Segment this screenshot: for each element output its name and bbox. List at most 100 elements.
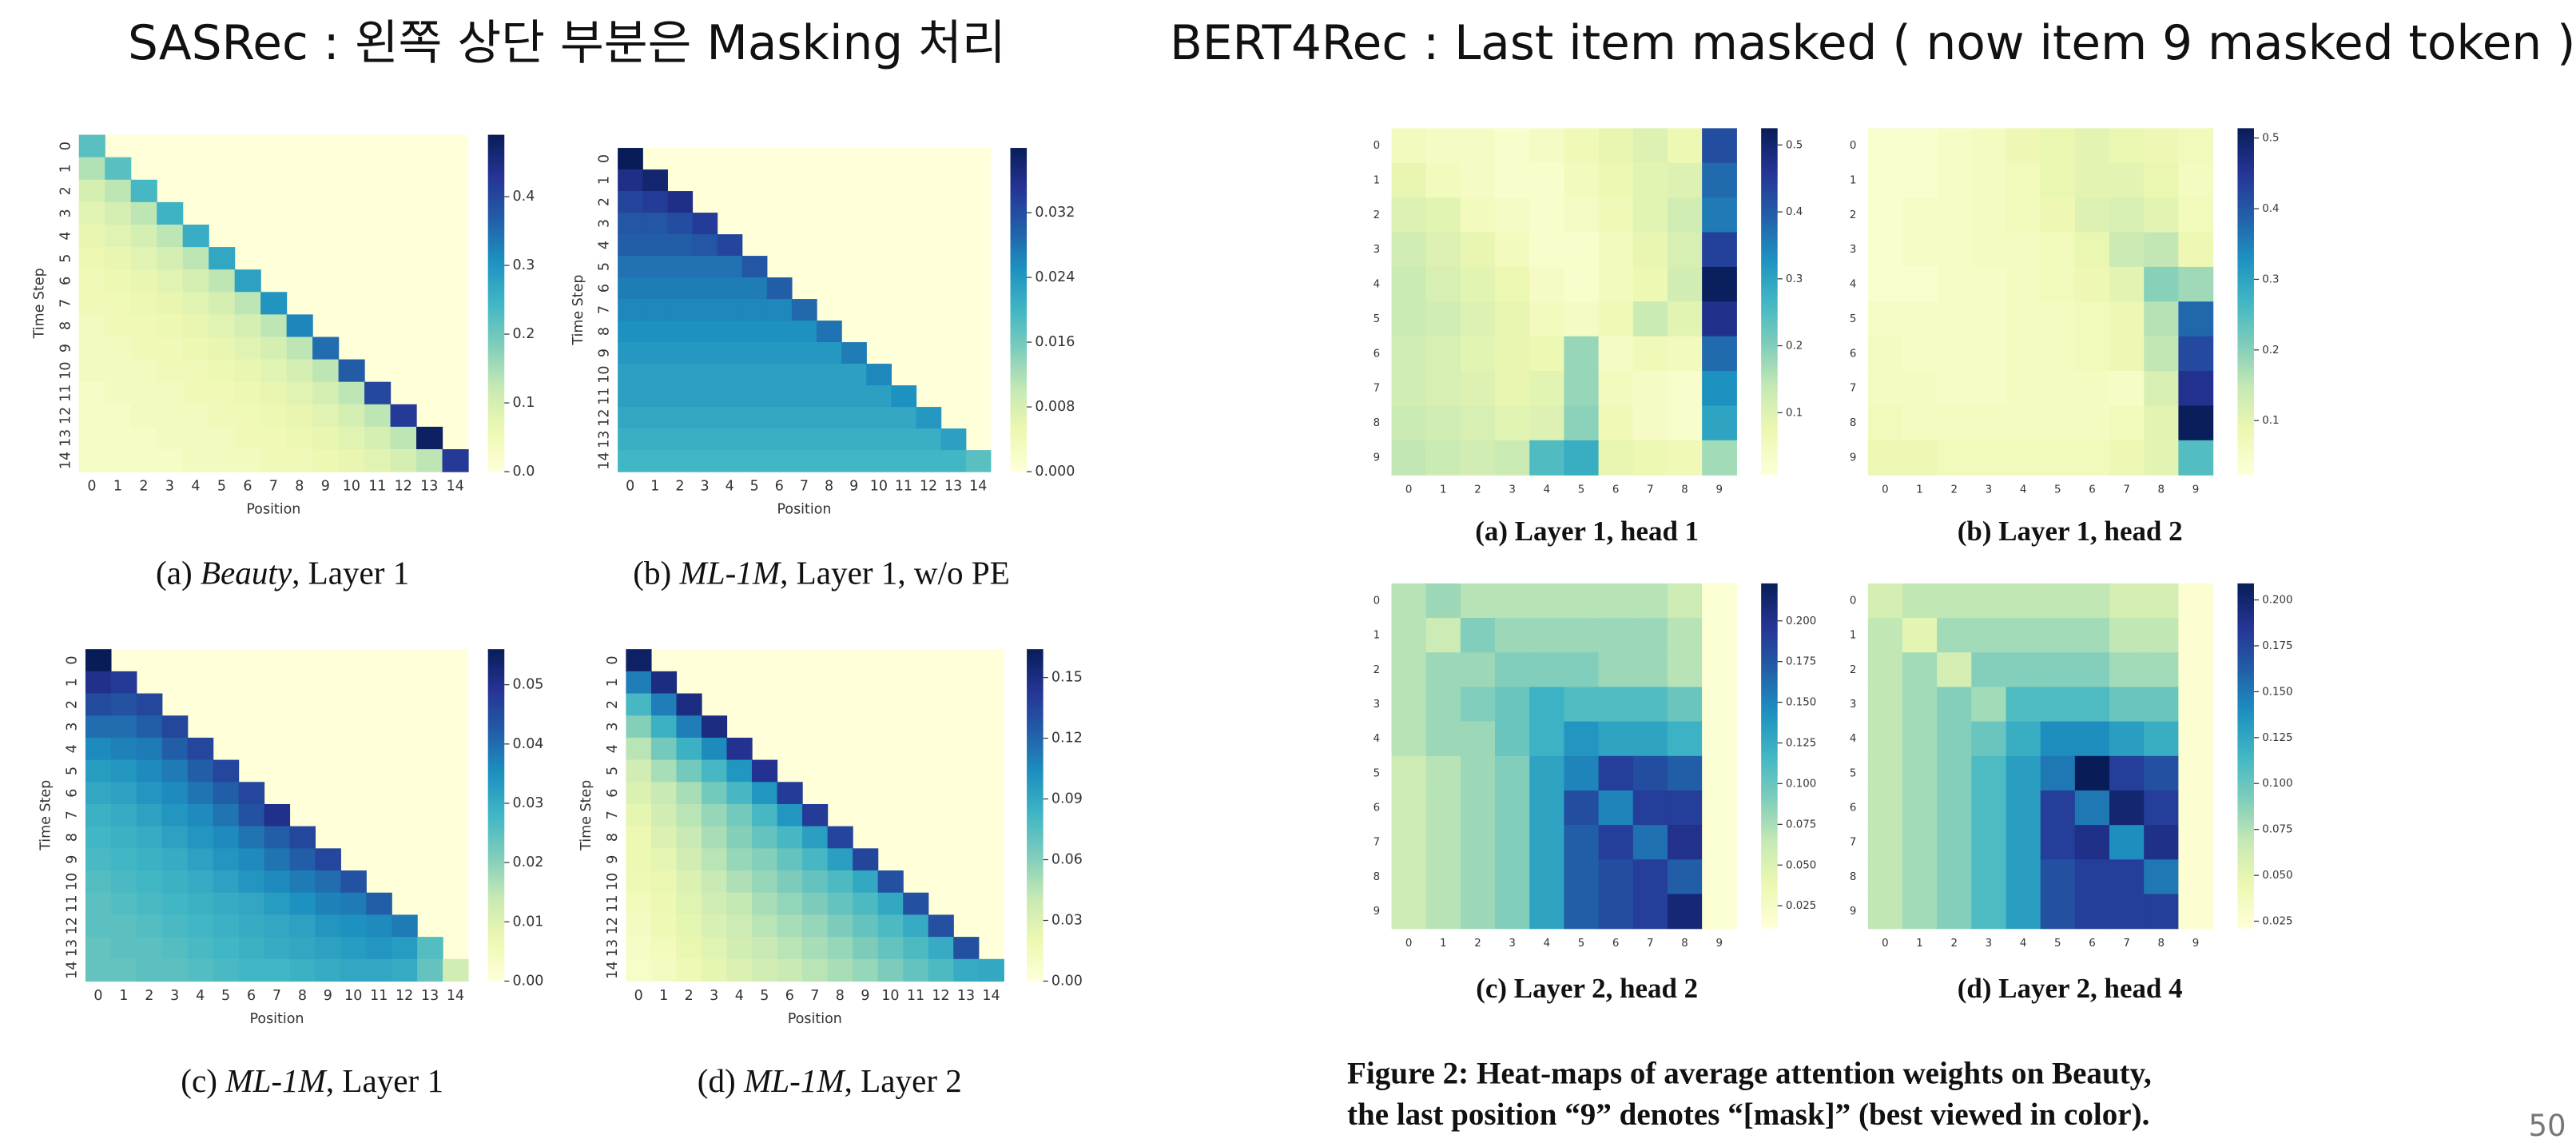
heat-cell — [1667, 371, 1703, 407]
heat-cell — [2144, 755, 2180, 791]
heat-cell — [1495, 162, 1530, 198]
x-tick-label: 2 — [685, 988, 694, 1004]
y-tick-label: 7 — [605, 810, 621, 819]
heat-cell — [390, 404, 417, 428]
heat-cell — [626, 649, 652, 672]
heat-cell — [136, 782, 163, 805]
heat-cell — [1632, 652, 1668, 688]
heat-cell — [877, 892, 904, 916]
heat-cell — [827, 826, 853, 849]
heat-cell — [182, 314, 209, 338]
heat-cell — [130, 404, 157, 428]
heat-cell — [667, 256, 694, 278]
heat-cell — [315, 958, 341, 982]
heat-cell — [777, 782, 803, 805]
heat-cell — [650, 914, 678, 938]
heat-cell — [2040, 197, 2076, 233]
heat-cell — [130, 337, 157, 360]
heat-cell — [717, 277, 743, 300]
heat-cell — [289, 826, 316, 849]
colorbar — [1027, 649, 1044, 982]
x-tick-label: 8 — [825, 479, 833, 495]
heat-cell — [1632, 232, 1668, 268]
heat-cell — [2109, 755, 2145, 791]
heat-cell — [2006, 583, 2041, 619]
heat-cell — [1971, 405, 2007, 441]
heat-cell — [157, 381, 184, 405]
colorbar-tick-label: 0.200 — [1786, 615, 1816, 627]
x-tick-label: 14 — [982, 988, 1000, 1004]
caption: (b) Layer 1, head 2 — [1958, 516, 2183, 547]
heat-cell — [1667, 687, 1703, 723]
heat-cell — [2109, 440, 2145, 476]
heat-cell — [1495, 232, 1530, 268]
x-tick-label: 8 — [1681, 938, 1688, 950]
heat-cell — [260, 337, 288, 360]
heat-cell — [2178, 162, 2214, 198]
x-tick-label: 2 — [1950, 484, 1958, 496]
heat-cell — [626, 958, 652, 982]
heat-cell — [626, 693, 652, 716]
heat-cell — [741, 256, 768, 278]
heat-cell — [2178, 859, 2214, 895]
heat-cell — [2144, 618, 2180, 653]
heat-cell — [182, 404, 209, 428]
heat-cell — [1632, 790, 1668, 826]
heat-cell — [2178, 687, 2214, 723]
heat-cell — [1495, 825, 1530, 860]
heat-cell — [1391, 162, 1427, 198]
heat-cell — [726, 870, 753, 894]
x-tick-label: 5 — [750, 479, 759, 495]
heat-cell — [1867, 790, 1903, 826]
heat-cell — [853, 848, 879, 871]
heat-cell — [692, 407, 718, 429]
heat-cell — [110, 693, 137, 716]
heat-cell — [1391, 301, 1427, 337]
y-tick-label: 4 — [1373, 733, 1381, 745]
heat-cell — [1702, 336, 1737, 372]
heat-cell — [417, 937, 443, 960]
heat-cell — [2006, 790, 2041, 826]
colorbar — [1010, 148, 1028, 472]
heat-cell — [2006, 755, 2041, 791]
heat-cell — [1460, 825, 1496, 860]
heat-cell — [2178, 405, 2214, 441]
heat-cell — [1902, 371, 1938, 407]
heat-cell — [1902, 859, 1938, 895]
heat-cell — [667, 191, 694, 213]
heat-cell — [676, 937, 702, 960]
x-tick-label: 7 — [2123, 938, 2130, 950]
heat-cell — [676, 715, 702, 739]
heat-cell — [187, 737, 214, 761]
x-tick-label: 9 — [321, 479, 330, 495]
caption-part: (c) — [181, 1062, 225, 1100]
caption-part: ML-1M — [743, 1062, 846, 1099]
heat-cell — [1867, 266, 1903, 302]
colorbar-tick-label: 0.1 — [2262, 415, 2279, 427]
heat-cell — [1971, 790, 2007, 826]
heat-cell — [315, 937, 341, 960]
heat-cell — [817, 428, 842, 451]
y-tick-label: 14 — [597, 452, 613, 469]
x-tick-label: 2 — [139, 479, 148, 495]
heat-cell — [161, 914, 189, 938]
heat-cell — [1702, 128, 1737, 164]
heat-cell — [791, 407, 817, 429]
heat-cell — [2109, 336, 2145, 372]
heat-cell — [443, 958, 469, 982]
heat-cell — [2040, 232, 2076, 268]
heat-cell — [2109, 825, 2145, 860]
x-tick-label: 8 — [2158, 484, 2165, 496]
y-tick-label: 2 — [1373, 209, 1381, 221]
heat-cell — [752, 848, 778, 871]
x-tick-label: 5 — [221, 988, 230, 1004]
heat-cell — [1564, 232, 1600, 268]
heat-cell — [891, 407, 917, 429]
x-tick-label: 2 — [675, 479, 684, 495]
heat-cell — [2040, 859, 2076, 895]
heat-cell — [618, 385, 643, 408]
heat-cell — [1702, 652, 1737, 688]
heat-cell — [110, 803, 137, 827]
x-tick-label: 12 — [920, 479, 937, 495]
y-tick-label: 11 — [605, 894, 621, 912]
